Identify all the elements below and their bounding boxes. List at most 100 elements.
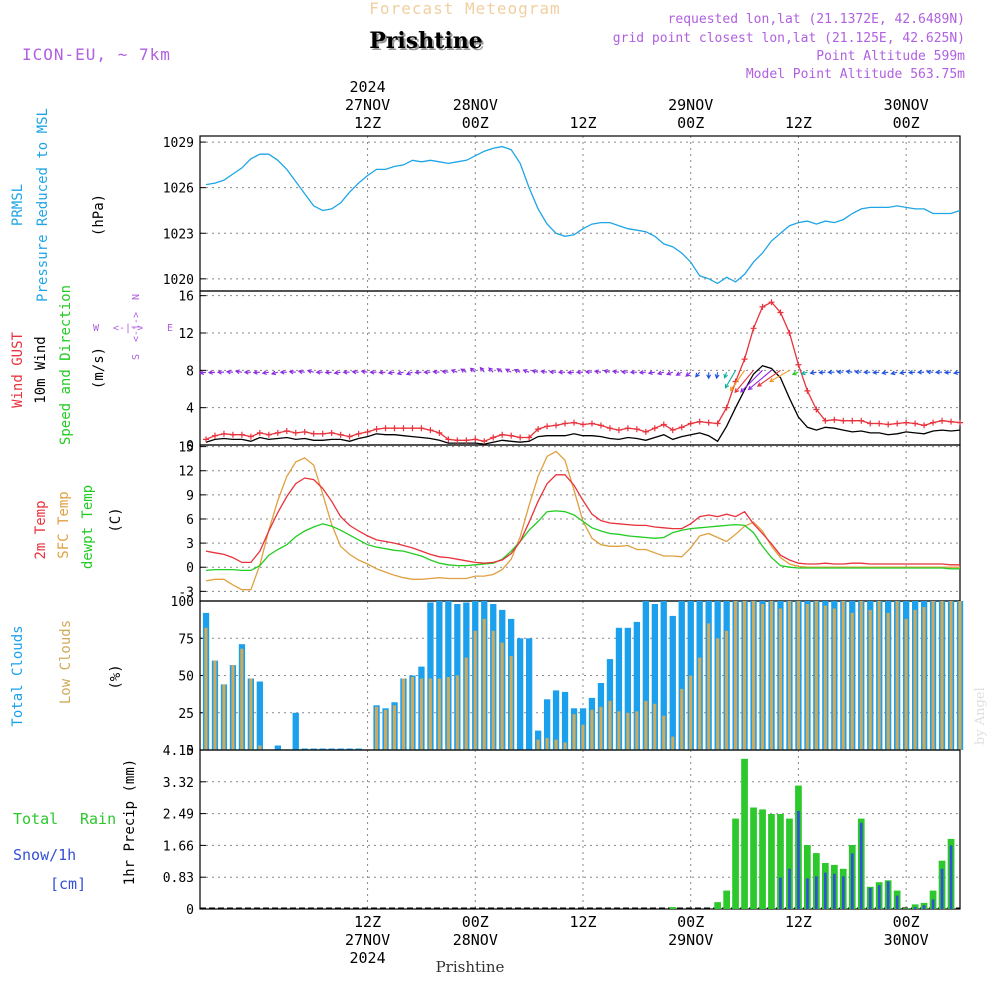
low-cloud-bar <box>617 711 621 750</box>
wind-arrow <box>747 369 772 391</box>
wind-arrow <box>769 369 790 383</box>
panel-3: 0 25 50 75 100 <box>171 595 964 759</box>
product-title: Forecast Meteogram <box>369 0 560 18</box>
gust-marker <box>597 422 604 429</box>
wind-arrow <box>297 369 305 375</box>
wind-arrow <box>306 369 314 374</box>
wind-arrow <box>952 370 961 376</box>
model-altitude: Model Point Altitude 563.75m <box>746 67 965 82</box>
low-cloud-bar <box>384 709 388 750</box>
total-cloud-bar <box>301 748 308 750</box>
wind-arrow <box>396 370 404 376</box>
wind-arrow <box>584 369 593 375</box>
gust-marker <box>571 419 578 426</box>
wind-arrow <box>207 370 216 375</box>
compass-s: S <box>131 354 142 360</box>
y-tick-label: 0 <box>186 903 194 918</box>
pressure-labels: PRMSL Pressure Reduced to MSL (hPa) <box>10 108 107 302</box>
gust-marker <box>203 436 209 443</box>
low-cloud-bar <box>446 677 450 750</box>
wind-arrow <box>378 370 386 375</box>
wind-arrow <box>734 369 754 394</box>
top-time-label: 27NOV <box>345 96 390 114</box>
wind-arrow <box>714 372 720 380</box>
wind-arrow <box>611 369 619 375</box>
low-cloud-bar <box>698 657 702 750</box>
wind-arrow <box>899 370 907 376</box>
low-cloud-bar <box>608 700 612 750</box>
gust-marker <box>615 427 622 434</box>
wind-arrow <box>504 368 512 373</box>
gust-marker <box>409 425 416 432</box>
wind-arrow <box>423 369 431 375</box>
rain-bar <box>759 809 766 909</box>
y-tick-label: 75 <box>178 632 194 647</box>
wind-labels: Wind GUST 10m Wind Speed and Direction (… <box>10 285 173 445</box>
low-cloud-bar <box>769 601 773 750</box>
bottom-time-label: 27NOV <box>345 931 390 949</box>
low-cloud-bar <box>877 601 881 750</box>
gust-marker <box>463 437 470 444</box>
total-cloud-bar <box>544 699 551 750</box>
y-tick-label: 12 <box>178 465 194 480</box>
wind-arrow <box>863 369 871 375</box>
y-tick-label: 50 <box>178 670 194 685</box>
gust-marker <box>696 418 703 425</box>
y-tick-label: 6 <box>186 513 194 528</box>
rain-bar <box>669 907 677 909</box>
total-cloud-bar <box>355 748 362 750</box>
low-cloud-bar <box>626 712 630 751</box>
total-cloud-bar <box>526 638 533 751</box>
wind-arrow <box>315 369 323 375</box>
snow-bar <box>815 876 818 909</box>
low-cloud-bar <box>859 601 863 750</box>
wind-arrow <box>675 371 682 376</box>
panel-frame <box>199 444 961 602</box>
y-tick-label: 2.49 <box>163 808 194 823</box>
wind-arrow <box>360 369 368 375</box>
wind-arrow <box>270 370 278 376</box>
gust-marker <box>858 417 865 424</box>
prmsl-unit-label: (hPa) <box>91 194 107 236</box>
low-cloud-bar <box>509 656 513 750</box>
wind-arrow <box>791 370 799 376</box>
gust-marker <box>355 430 362 437</box>
wind-arrow <box>387 370 395 376</box>
wind-arrow <box>827 369 835 375</box>
sfc-temp-line <box>205 450 960 591</box>
gust-marker <box>660 421 667 428</box>
wind-dir-label: Speed and Direction <box>58 285 74 445</box>
gust-marker <box>364 428 371 435</box>
prmsl-desc-label: Pressure Reduced to MSL <box>35 108 51 302</box>
low-cloud-bar <box>482 618 486 750</box>
gust-marker <box>939 417 946 424</box>
gust-marker <box>930 419 937 426</box>
wind-arrow <box>414 370 422 375</box>
wind-arrow <box>216 369 224 375</box>
rain-bar <box>902 908 910 909</box>
temp-labels: 2m Temp SFC Temp dewpt Temp (C) <box>33 485 124 569</box>
low-cloud-bar <box>895 601 899 750</box>
precip-unit-label: 1hr Precip (mm) <box>122 759 138 885</box>
low-clouds-label: Low Clouds <box>58 620 74 704</box>
gust-marker <box>768 299 775 306</box>
low-cloud-bar <box>240 648 244 750</box>
wind-arrow <box>656 370 664 376</box>
compass-n: N <box>131 294 142 300</box>
wind-arrow <box>198 370 207 376</box>
total-cloud-bar <box>561 691 569 750</box>
total-cloud-bar <box>552 690 560 750</box>
wind-arrow <box>602 369 611 374</box>
wind-arrow <box>234 369 242 375</box>
wind-arrow <box>620 369 628 375</box>
wind-arrow <box>432 369 440 375</box>
snow-label: Snow/1h <box>13 846 76 864</box>
panel-0: 1020 1023 1026 1029 <box>163 135 961 292</box>
snow-bar <box>940 868 944 909</box>
low-cloud-bar <box>958 601 962 750</box>
precip-labels: Total Rain Snow/1h [cm] 1hr Precip (mm) <box>13 759 138 893</box>
total-cloud-bar <box>633 621 640 750</box>
top-time-label: 00Z <box>893 114 920 132</box>
wind10m-label: 10m Wind <box>33 336 49 403</box>
